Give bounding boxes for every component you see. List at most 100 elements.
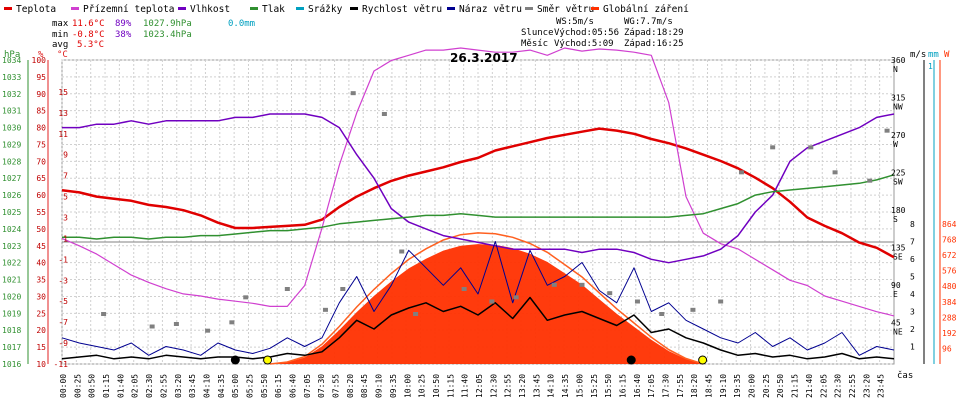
direction-tick: SW [893,178,903,187]
time-tick: 16:15 [618,374,627,398]
hpa-tick: 1021 [2,276,21,285]
wind-direction-point [551,282,557,287]
percent-tick: 95 [36,73,46,82]
time-tick: 15:25 [590,374,599,398]
time-tick: 21:40 [805,374,814,398]
celsius-tick: 13 [58,109,68,118]
wind-tick: 2 [910,325,915,334]
moon-label: Měsíc [521,39,548,49]
stat-value: 5.3°C [77,40,104,50]
legend-swatch [4,7,12,10]
time-tick: 12:55 [504,374,513,398]
wind-direction-point [284,287,290,291]
time-tick: 01:40 [116,374,125,398]
stat-value: 11.6°C [72,19,105,29]
moonrise-time: Východ:5:09 [554,39,614,49]
legend-swatch [250,7,258,10]
celsius-tick: 1 [63,234,68,243]
percent-tick: 100 [32,56,47,65]
sunset-time: Západ:18:29 [624,28,684,38]
wind-direction-point [738,170,744,175]
celsius-tick: 3 [63,214,68,223]
stat-value: 1027.9hPa [143,19,192,29]
wind-tick: 5 [910,273,915,282]
time-tick: 00:25 [73,374,82,398]
rain-tick: 1 [928,62,933,71]
series-lines [61,47,895,360]
wind-tick: 1 [910,343,915,352]
wind-direction-point [634,299,640,304]
radiation-tick: 480 [942,282,957,291]
direction-tick: NE [893,328,903,337]
wind-direction-point [101,312,107,316]
wind-direction-point [513,295,519,300]
celsius-tick: -11 [54,360,69,369]
wind-direction-point [149,324,155,329]
time-tick: 03:45 [188,374,197,398]
sun-moon-markers [230,355,708,365]
hpa-tick: 1031 [2,107,21,116]
time-tick: 02:05 [131,374,140,398]
time-tick: 14:10 [547,374,556,398]
time-tick: 20:50 [776,374,785,398]
legend-swatch [591,7,599,10]
radiation-envelope-line [269,232,704,365]
wind-direction-point [690,307,696,312]
percent-tick: 85 [36,107,46,116]
percent-tick: 55 [36,208,46,217]
wind-direction-point [350,91,356,96]
celsius-tick: 11 [58,130,68,139]
direction-tick: NW [893,103,903,112]
time-tick: 13:20 [518,374,527,398]
percent-tick: 65 [36,174,46,183]
legend-label: Vlhkost [190,4,230,15]
moonset-marker [626,355,636,365]
wind-direction-point [770,145,776,150]
percent-tick: 90 [36,90,46,99]
time-tick: 08:45 [360,374,369,398]
legend-label: Rychlost větru [362,4,442,15]
wind-direction-points [101,91,890,333]
percent-tick: 60 [36,191,46,200]
time-tick: 11:15 [446,374,455,398]
direction-tick: E [893,290,898,299]
celsius-tick: 15 [58,88,68,97]
celsius-tick: 5 [63,193,68,202]
stat-value: 1023.4hPa [143,30,192,40]
wind-direction-point [659,312,665,316]
radiation-tick: 768 [942,236,957,245]
wind-tick: 8 [910,220,915,229]
direction-tick: 360 [891,56,906,65]
percent-tick: 70 [36,157,46,166]
direction-tick: 45 [891,319,901,328]
legend-swatch [296,7,304,10]
time-tick: 09:35 [389,374,398,398]
legend-swatch [525,7,533,10]
direction-tick: 90 [891,281,901,290]
wind-direction-point [607,291,613,296]
wind-direction-point [322,307,328,312]
percent-tick: 20 [36,326,46,335]
wind-speed-info: WS:5m/s [556,17,594,27]
percent-tick: 35 [36,276,46,285]
celsius-tick: 7 [63,172,68,181]
hpa-tick: 1030 [2,124,21,133]
wind-direction-point [832,170,838,175]
time-tick: 00:00 [59,374,68,398]
wind-direction-point [718,299,724,304]
series-line-p-zemn-teplota [61,47,895,317]
time-tick: 15:50 [604,374,613,398]
stat-label: max [52,19,69,29]
percent-tick: 45 [36,242,46,251]
stat-value: 0.0mm [228,19,255,29]
direction-tick: SE [893,253,903,262]
wind-direction-point [579,282,585,287]
radiation-series [269,232,704,365]
sunrise-time: Východ:05:56 [554,28,619,38]
time-tick: 10:50 [432,374,441,398]
sunrise-marker [263,355,273,365]
time-tick: 17:30 [661,374,670,398]
stat-value: -0.8°C [72,30,105,40]
wind-tick: 4 [910,290,915,299]
